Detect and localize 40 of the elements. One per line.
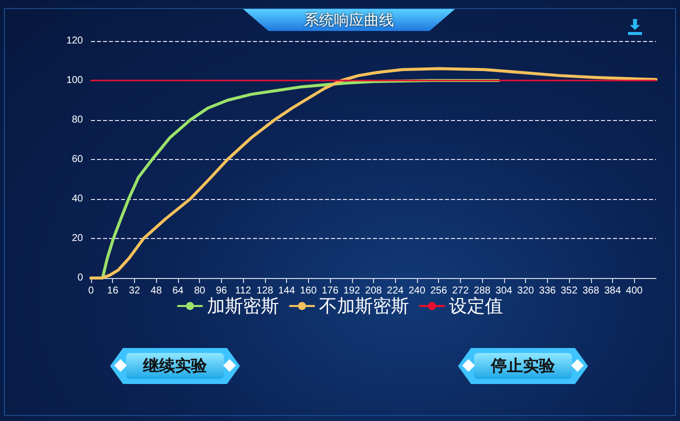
x-tick-label: 112 xyxy=(235,286,252,296)
x-tick-label: 304 xyxy=(496,286,513,296)
y-tick-label: 0 xyxy=(77,272,84,284)
x-tick-label: 240 xyxy=(408,286,426,296)
x-tick-label: 256 xyxy=(430,286,448,296)
x-tick-label: 48 xyxy=(150,286,162,296)
button: 继续实验 xyxy=(110,348,240,384)
x-tick-label: 400 xyxy=(626,286,644,296)
x-tick-label: 0 xyxy=(88,286,94,296)
legend-label: 加斯密斯 xyxy=(207,296,279,316)
y-tick-label: 60 xyxy=(72,154,84,165)
x-tick-label: 176 xyxy=(322,286,339,296)
legend-label: 设定值 xyxy=(449,296,503,316)
x-tick-label: 128 xyxy=(256,286,274,296)
x-tick-label: 80 xyxy=(194,286,206,296)
x-tick-label: 160 xyxy=(300,286,318,296)
x-tick-label: 272 xyxy=(452,286,470,296)
button: 停止实验 xyxy=(458,348,588,384)
y-tick-label: 80 xyxy=(72,114,84,126)
x-tick-label: 384 xyxy=(604,286,622,296)
x-tick-label: 288 xyxy=(474,286,491,296)
legend-label: 不加斯密斯 xyxy=(319,296,409,316)
x-tick-label: 16 xyxy=(107,286,119,296)
y-tick-label: 20 xyxy=(72,233,84,244)
x-tick-label: 224 xyxy=(386,286,404,296)
y-tick-label: 40 xyxy=(72,194,84,204)
x-tick-label: 96 xyxy=(216,286,228,296)
x-tick-label: 144 xyxy=(278,286,296,296)
chart-title: 系统响应曲线 xyxy=(243,9,455,31)
x-tick-label: 320 xyxy=(517,286,534,296)
x-tick-label: 208 xyxy=(365,286,382,296)
x-tick-label: 336 xyxy=(539,286,556,296)
x-tick-label: 64 xyxy=(172,286,184,296)
y-tick-label: 100 xyxy=(66,75,84,86)
y-tick-label: 120 xyxy=(66,36,84,46)
x-tick-label: 192 xyxy=(343,286,361,296)
x-tick-label: 368 xyxy=(582,286,600,296)
line-series xyxy=(90,67,658,280)
x-tick-label: 32 xyxy=(128,286,140,296)
x-tick-label: 352 xyxy=(560,286,578,296)
